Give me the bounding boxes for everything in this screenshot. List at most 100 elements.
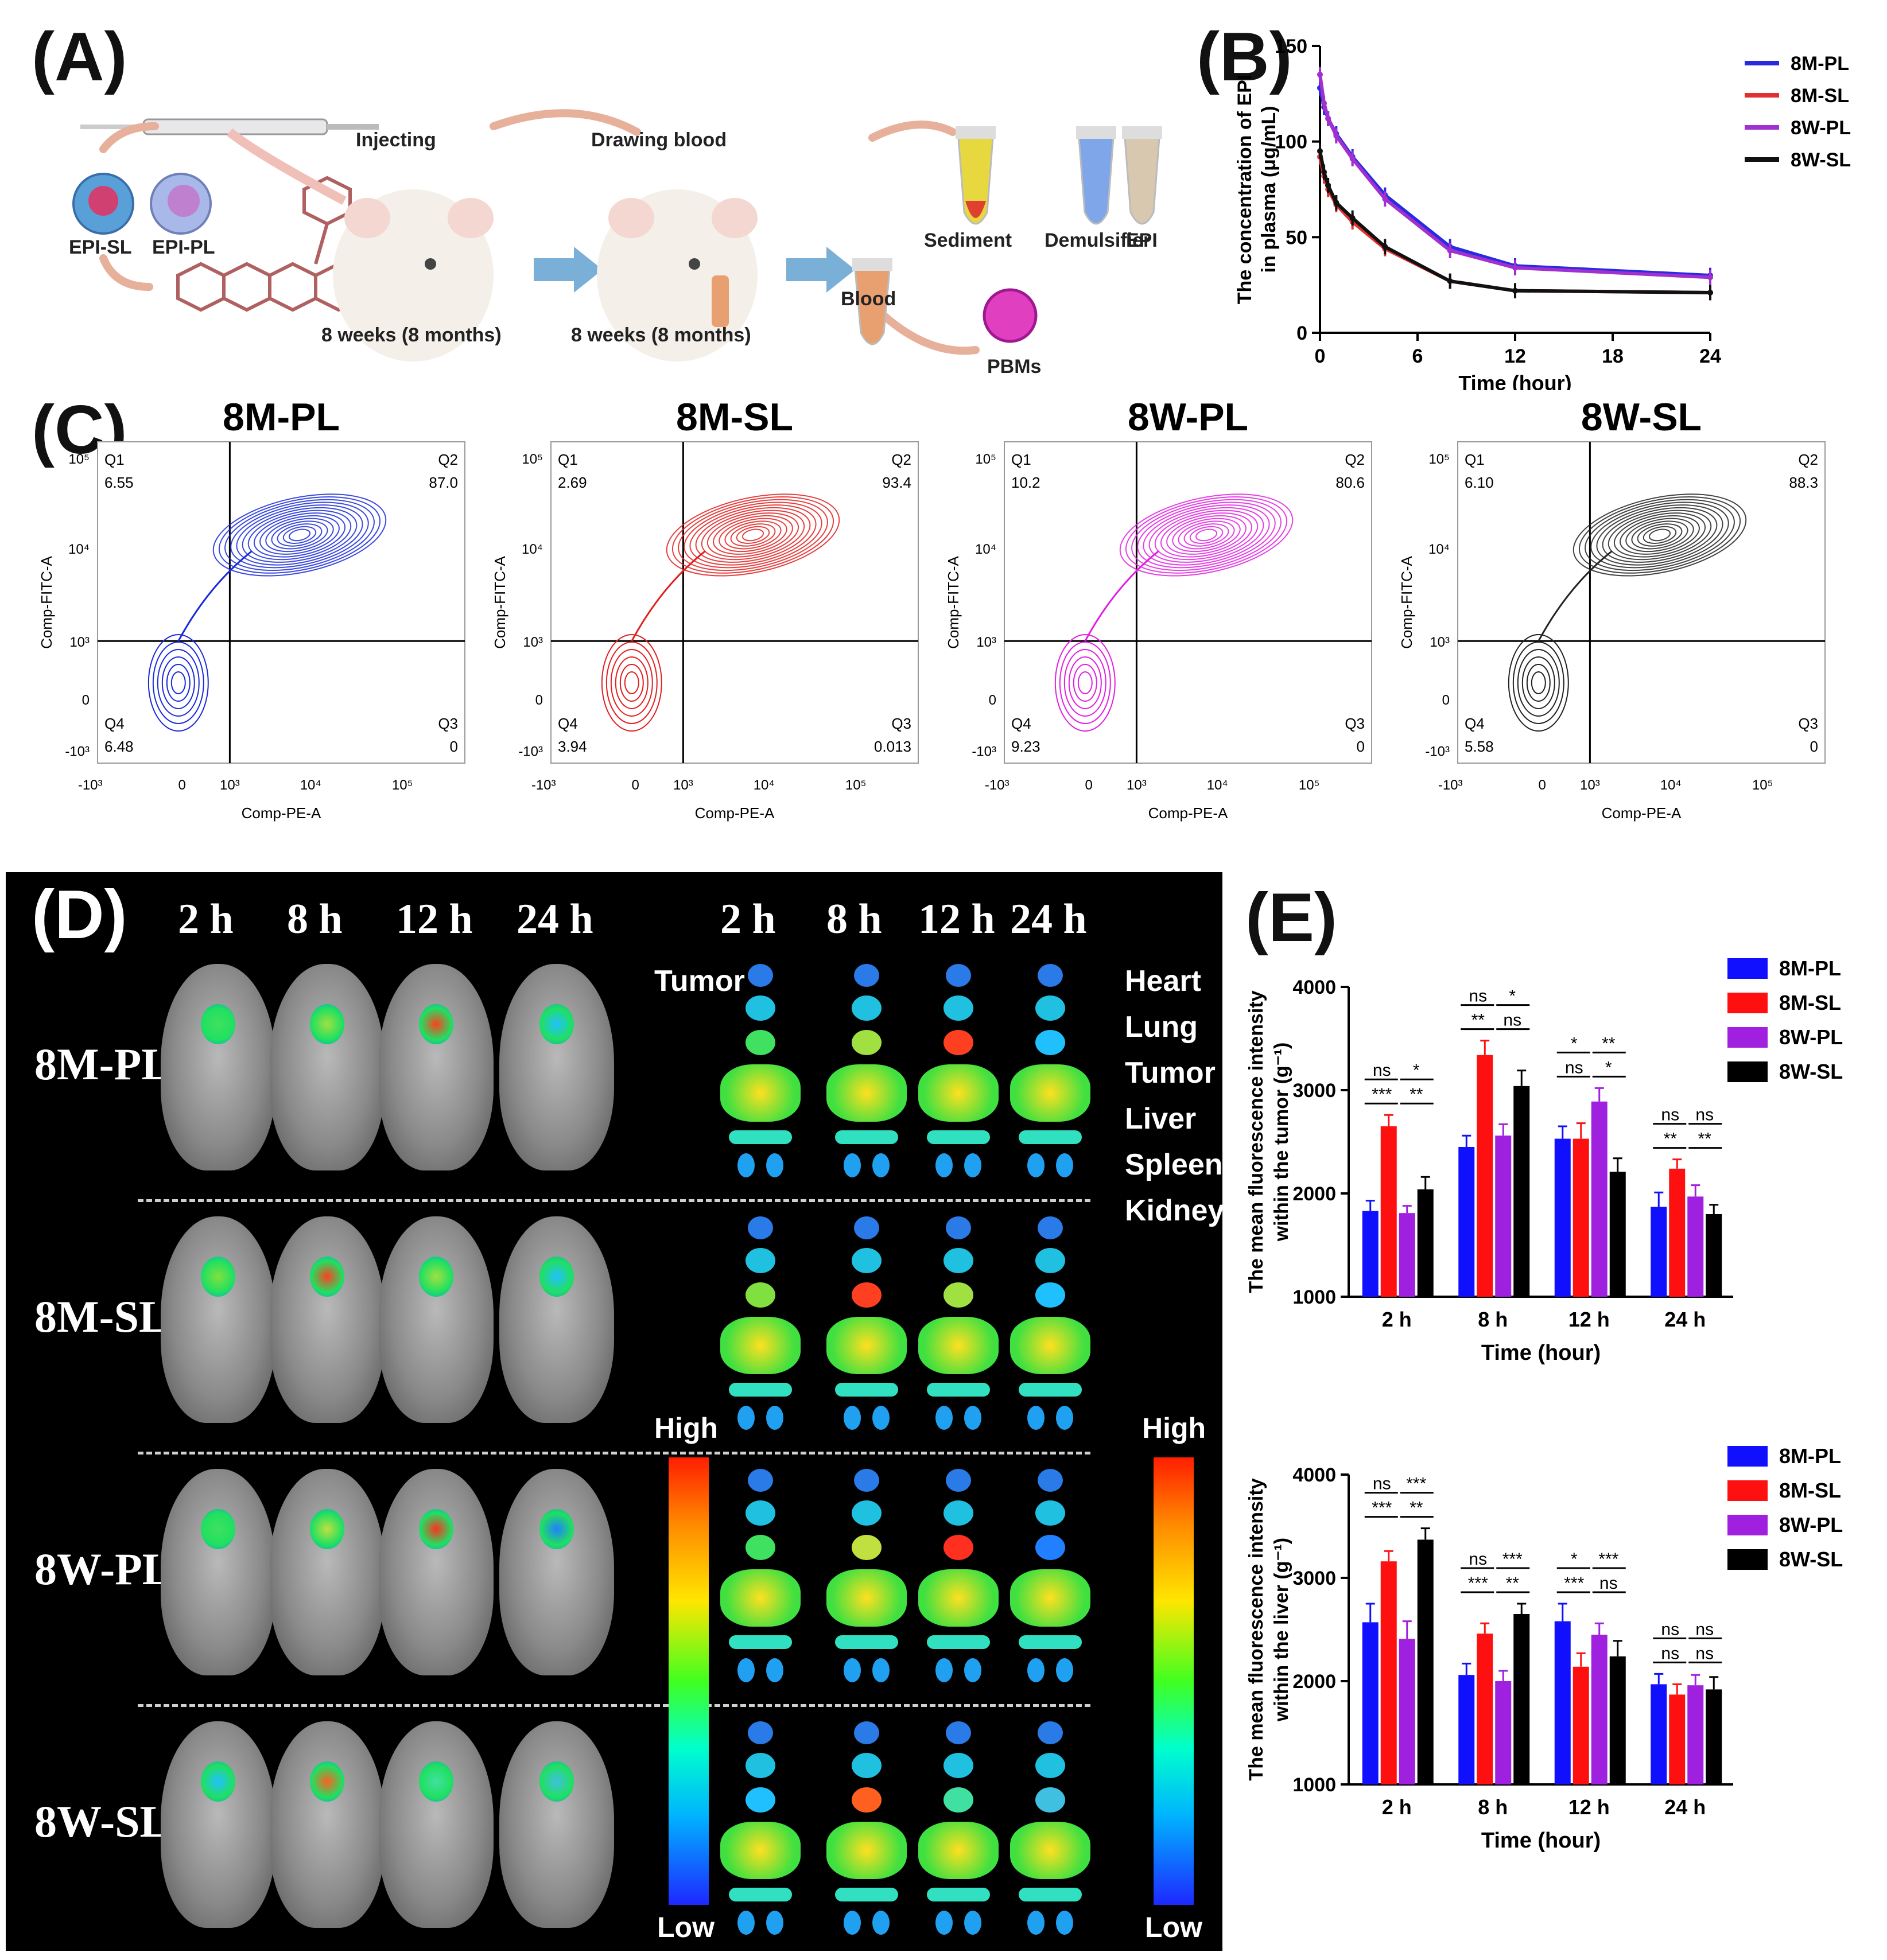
organ-lung [943,1248,973,1273]
contour-ring [695,507,811,563]
y-tick-label: 10⁵ [522,452,543,467]
legend-entry: 8W-PL [1791,117,1851,139]
y-axis-label-line1: The mean fluorescence intensity [1245,1478,1267,1780]
q3-name: Q3 [891,715,911,732]
bar-8M-SL [1380,1126,1397,1297]
significance-label: ns [1661,1644,1679,1663]
organ-lung [746,1248,775,1273]
organ-lung [1035,995,1065,1021]
panel-d-imaging: 2 h 8 h 12 h 24 h 2 h 8 h 12 h 24 h 8M-PL 8M-SL 8W… [6,872,1224,1951]
organ-heart [854,1721,879,1744]
bar-8W-SL [1609,1172,1626,1297]
row-label: 8W-SL [34,1796,170,1846]
q3-value: 0.013 [874,738,911,755]
mouse-image [161,1469,275,1675]
q4-value: 3.94 [558,738,587,755]
y-tick-label: 10³ [1430,635,1450,650]
contour-ring [1054,634,1116,732]
x-tick-label: 24 h [1664,1308,1706,1331]
organ-liver [720,1822,801,1879]
contour-ring [1625,518,1694,553]
organ-kidney [844,1153,861,1177]
contour-ring [147,634,209,732]
liposome-sl-icon [72,173,134,235]
panel-label-e: (E) [1245,879,1337,956]
bar-8W-SL [1706,1689,1722,1784]
bar-8W-PL [1591,1101,1608,1297]
significance-label: * [1413,1061,1420,1080]
panel-label-b: (B) [1197,18,1292,95]
bar-8W-PL [1399,1213,1415,1297]
y-axis-label: Comp-FITC-A [491,555,508,648]
significance-label: ns [1373,1061,1391,1080]
organ-kidney [964,1658,981,1682]
organ-tumor [746,1787,775,1813]
row-label: 8M-PL [34,1039,172,1089]
x-tick-label: 24 h [1664,1795,1706,1819]
fluorescence-spot [201,1004,235,1044]
x-axis-label: Comp-PE-A [242,804,321,822]
bar-8M-PL [1651,1207,1667,1297]
y-tick-label: 10³ [523,635,543,650]
contour-ring [701,510,805,561]
y-axis-label-line1: The concentration of EPI [1234,75,1256,304]
contour-ring [1620,515,1700,555]
organ-heart [748,1721,773,1744]
organ-kidney [766,1911,783,1935]
y-tick-label: -10³ [972,744,996,760]
y-tick-label: 10⁵ [975,452,996,467]
fluorescence-spot [419,1761,453,1802]
significance-label: * [1509,987,1516,1006]
organ-heart [946,1721,971,1744]
mouse-image [379,1469,494,1675]
y-tick-label: 10⁴ [975,542,996,557]
bar-8M-SL [1669,1694,1686,1784]
contour-ring [615,656,649,709]
significance-label: ** [1506,1574,1520,1593]
legend-entry: 8M-SL [1779,1479,1841,1502]
series-line-8W-PL [1318,74,1711,279]
time-label-left: 2 h [178,896,234,943]
mouse-icon [227,128,494,361]
contour-ring [1648,528,1671,542]
contour-ring [247,510,352,561]
row-divider [138,1452,1090,1455]
organ-heart [748,1216,773,1239]
chart-c-flow-cytometry: 8M-PL Q1 6.55 Q2 87.0 Q4 6.48 Q3 0 10⁵ 10⁴ 10³ 0 -10³… [38,395,1826,822]
y-tick-label: 1000 [1292,1774,1336,1796]
organ-label: Tumor [1125,1056,1216,1090]
q2-name: Q2 [891,451,911,468]
organ-liver [1010,1569,1090,1627]
contour-ring [1643,526,1677,544]
organ-heart [854,1469,879,1492]
organ-heart [946,1469,971,1492]
y-tick-label: 10⁴ [68,542,90,557]
x-tick-label: 6 [1412,345,1423,367]
demulsifier-label: Demulsifier [1045,230,1151,251]
q4-name: Q4 [1011,715,1031,732]
legend-entry: 8M-SL [1779,991,1841,1014]
q2-value: 80.6 [1335,474,1365,491]
mouse-image [379,1216,494,1423]
contour-ring [242,507,358,563]
contour-ring [224,499,375,571]
q1-value: 2.69 [558,474,587,491]
significance-label: *** [1502,1550,1523,1569]
contour-bridge [1537,550,1613,641]
contour-ring [282,526,317,544]
significance-label: ns [1599,1574,1618,1593]
epi-label: EPI [1126,230,1158,251]
organ-tumor [746,1030,775,1055]
data-point [1382,196,1388,202]
contour-ring [1077,671,1093,694]
x-tick-label: 0 [178,777,186,793]
contour-ring [1154,510,1259,561]
contour-ring [253,512,346,558]
organ-lung [746,1500,775,1526]
panel-a: EPI-SL EPI-PL Injecting Drawing blood 8 … [57,86,1177,396]
x-tick-label: 18 [1602,345,1624,367]
organ-heart [1038,964,1063,987]
x-axis-label: Time (hour) [1481,1341,1601,1365]
contour-ring [741,528,764,542]
organ-tumor [943,1787,973,1813]
